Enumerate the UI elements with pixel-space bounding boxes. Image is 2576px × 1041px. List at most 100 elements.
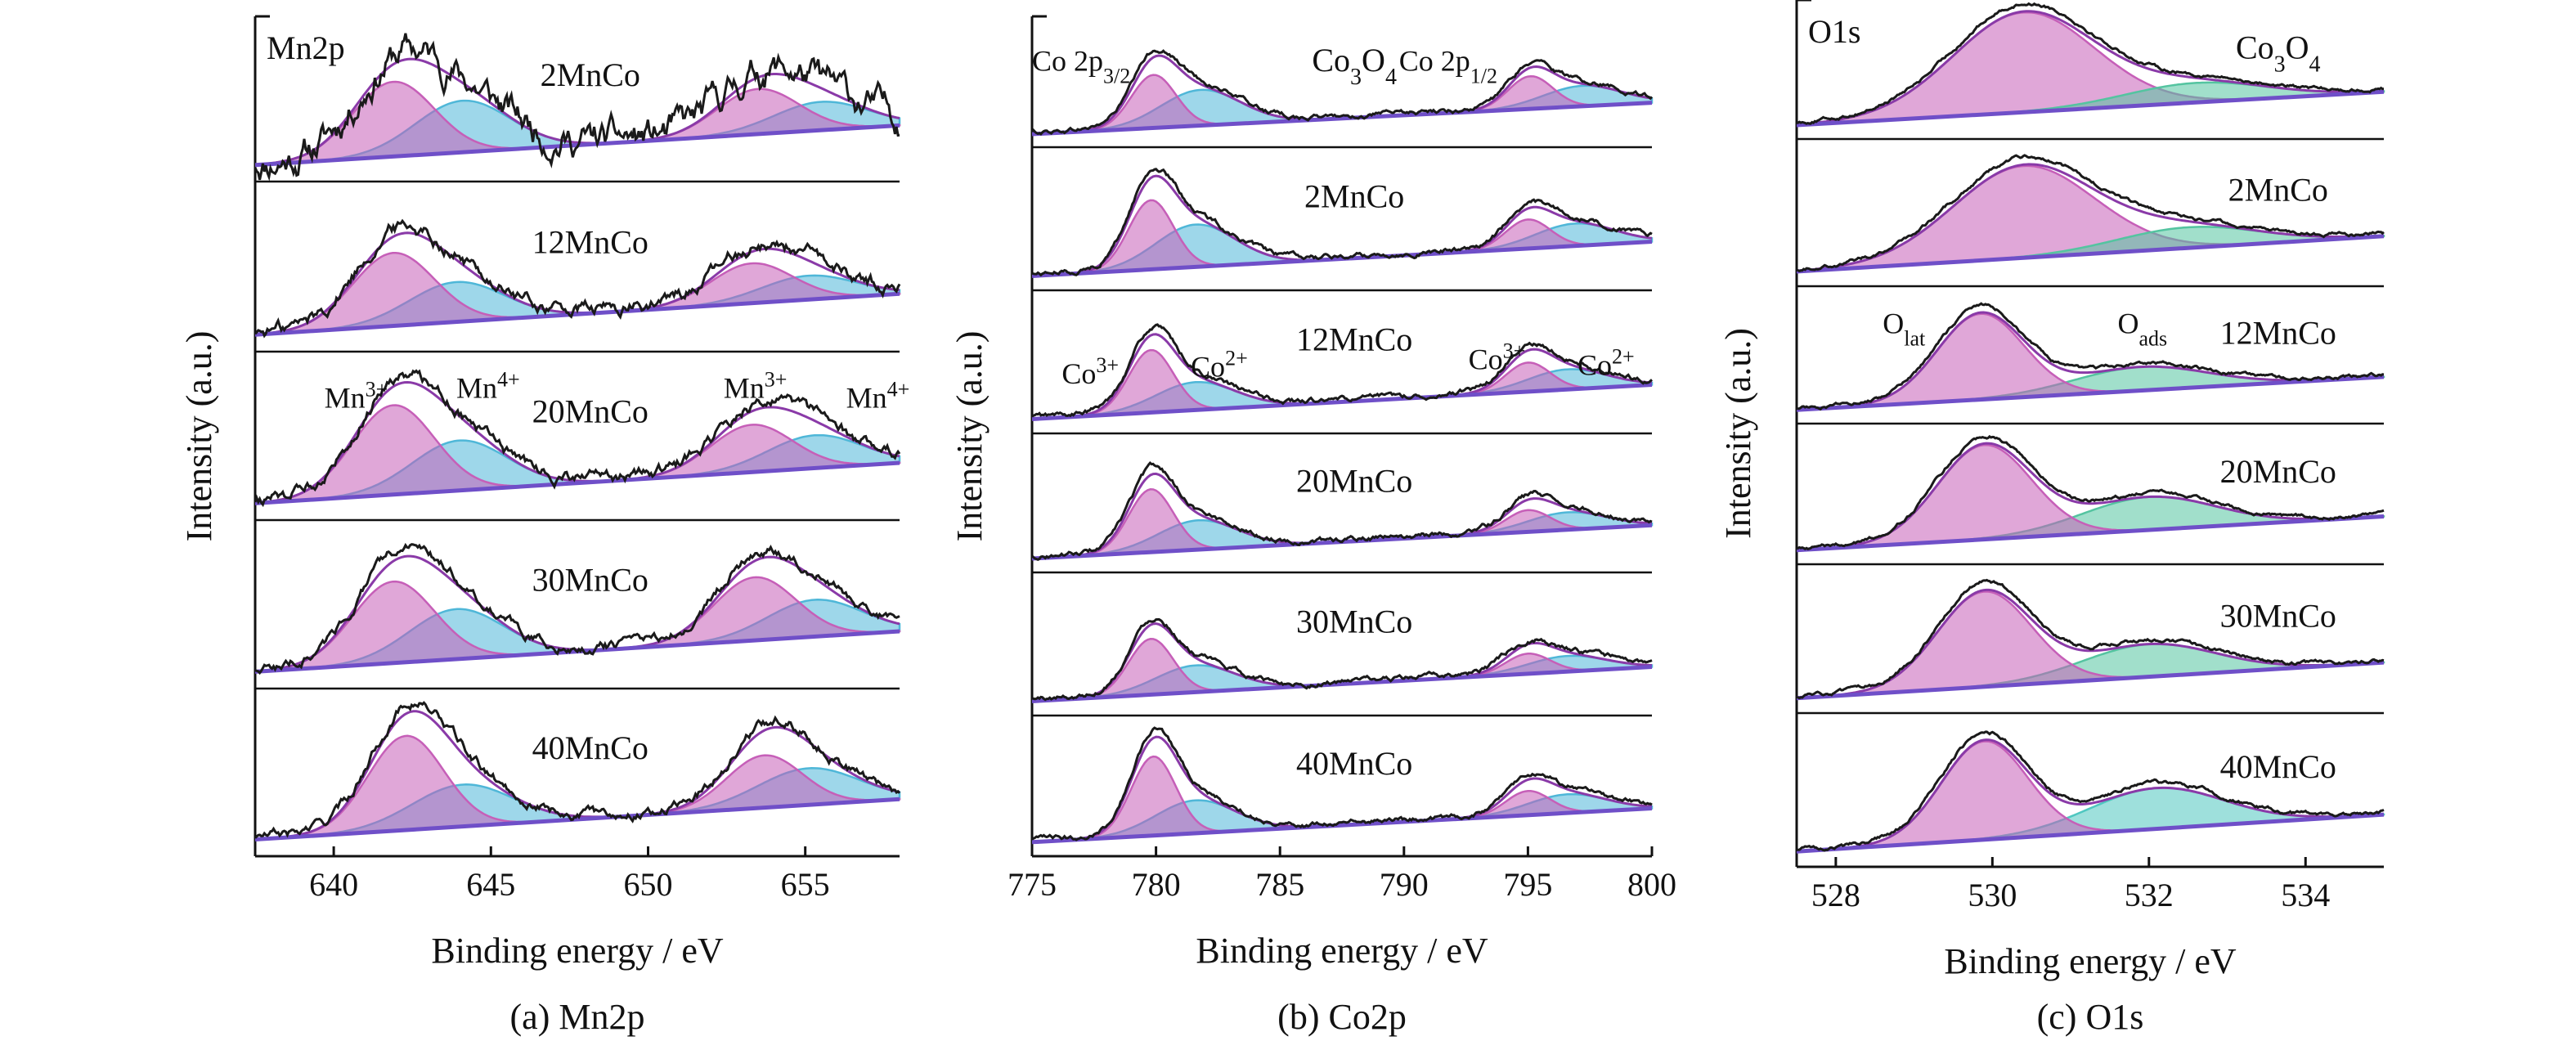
sample-label: Co3O4 — [2236, 29, 2321, 77]
x-tick-label: 530 — [1968, 877, 2017, 913]
sample-label: 30MnCo — [1296, 604, 1412, 640]
panel-30MnCo — [1797, 578, 2385, 701]
raw-spectrum — [1797, 434, 2385, 551]
sample-label: 20MnCo — [532, 393, 648, 430]
x-tick-label: 650 — [623, 866, 672, 903]
raw-spectrum — [1032, 617, 1653, 702]
panel-2MnCo — [1797, 154, 2385, 274]
sample-label: 2MnCo — [541, 56, 640, 93]
y-axis-title: Intensity (a.u.) — [949, 331, 990, 542]
x-tick-label: 800 — [1627, 866, 1676, 903]
fit-envelope — [1797, 10, 2385, 126]
raw-spectrum — [1797, 578, 2385, 700]
sample-label: 40MnCo — [2220, 748, 2336, 785]
x-axis-title: Binding energy / eV — [1196, 931, 1488, 971]
peak-label: Mn3+ — [724, 367, 788, 405]
panel-2MnCo — [255, 33, 901, 182]
chart-mn2p: 640 645 650 655 Binding energy / eV (a) Mn2p I… — [179, 15, 910, 1037]
panel-12MnCo — [255, 218, 901, 339]
raw-spectrum — [1032, 49, 1654, 136]
raw-spectrum — [1032, 461, 1653, 561]
sample-label: 2MnCo — [2228, 172, 2328, 209]
raw-spectrum — [1032, 323, 1653, 418]
background-line — [1032, 101, 1653, 137]
background-line — [1797, 660, 2385, 701]
panel-20MnCo — [255, 369, 901, 508]
sample-label: 2MnCo — [1304, 178, 1404, 215]
panel-Co3O4 — [1797, 2, 2385, 128]
sample-label: 12MnCo — [532, 223, 648, 260]
x-tick-label: 655 — [781, 866, 830, 903]
background-line — [1032, 665, 1653, 703]
background-line — [1797, 514, 2385, 553]
x-tick-label: 640 — [309, 866, 358, 903]
panel-2MnCo — [1032, 168, 1654, 278]
sample-label: 12MnCo — [2220, 315, 2336, 352]
sample-label: 30MnCo — [2220, 597, 2336, 634]
x-tick-label: 534 — [2281, 877, 2330, 913]
background-line — [255, 460, 900, 505]
peak-label: Oads — [2118, 307, 2168, 350]
sample-label: Co3O4 — [1312, 42, 1397, 90]
panel-40MnCo — [1032, 726, 1654, 845]
background-line — [1032, 240, 1653, 278]
peak-label: Co 2p1/2 — [1399, 44, 1497, 87]
peak-label: Mn4+ — [456, 367, 520, 405]
x-tick-label: 645 — [466, 866, 515, 903]
raw-spectrum — [255, 369, 901, 508]
raw-spectrum — [1032, 168, 1653, 277]
fit-envelope — [1797, 163, 2385, 272]
figure-caption: (a) Mn2p — [510, 997, 645, 1037]
panel-Co3O4 — [1032, 49, 1654, 137]
x-tick-label: 780 — [1132, 866, 1181, 903]
raw-spectrum — [1797, 2, 2385, 125]
sample-label: 20MnCo — [1296, 462, 1412, 499]
spectra-group — [255, 33, 901, 841]
peak-label: Mn3+ — [325, 377, 388, 415]
x-axis-title: Binding energy / eV — [431, 931, 723, 971]
background-line — [1797, 89, 2385, 128]
sample-label: 40MnCo — [1296, 745, 1412, 782]
peak-label: Co 2p3/2 — [1032, 44, 1130, 87]
x-axis-title: Binding energy / eV — [1944, 941, 2236, 981]
background-line — [1032, 806, 1653, 845]
peak-label: Co2+ — [1577, 344, 1635, 382]
panel-20MnCo — [1797, 434, 2385, 553]
x-tick-label: 785 — [1255, 866, 1304, 903]
corner-label: O1s — [1808, 13, 1860, 50]
chart-o1s: 528 530 532 534 Binding energy / eV (c) O1s In… — [1718, 0, 2385, 1037]
x-tick-label: 775 — [1008, 866, 1057, 903]
x-tick-label: 795 — [1503, 866, 1552, 903]
raw-spectrum — [1797, 302, 2385, 411]
raw-spectrum — [1032, 726, 1653, 841]
background-line — [255, 796, 900, 841]
raw-spectrum — [1797, 154, 2385, 272]
sample-label: 30MnCo — [532, 562, 648, 599]
x-tick-label: 532 — [2125, 877, 2174, 913]
y-axis-title: Intensity (a.u.) — [1718, 328, 1758, 539]
background-line — [255, 291, 900, 337]
panel-40MnCo — [255, 701, 901, 841]
spectra-group — [1032, 49, 1654, 845]
background-line — [1797, 375, 2385, 412]
peak-label: Co2+ — [1191, 346, 1248, 384]
raw-spectrum — [255, 218, 901, 339]
raw-spectrum — [1797, 730, 2385, 852]
raw-spectrum — [255, 542, 900, 675]
sample-label: 20MnCo — [2220, 453, 2336, 490]
raw-spectrum — [255, 701, 901, 839]
figure-caption: (b) Co2p — [1277, 997, 1407, 1037]
panel-20MnCo — [1032, 461, 1654, 561]
panel-12MnCo — [1032, 323, 1654, 421]
figure-caption: (c) O1s — [2037, 997, 2144, 1037]
peak-label: Mn4+ — [846, 377, 910, 415]
peak-label: Olat — [1883, 307, 1926, 350]
chart-co2p: 775 780 785 790 795 800 Binding energy / eV (b)… — [949, 15, 1676, 1037]
panel-40MnCo — [1797, 730, 2385, 854]
spectra-group — [1797, 2, 2385, 854]
panel-30MnCo — [1032, 617, 1654, 703]
y-axis-title: Intensity (a.u.) — [179, 331, 219, 542]
x-tick-label: 790 — [1380, 866, 1429, 903]
raw-spectrum — [255, 33, 900, 182]
